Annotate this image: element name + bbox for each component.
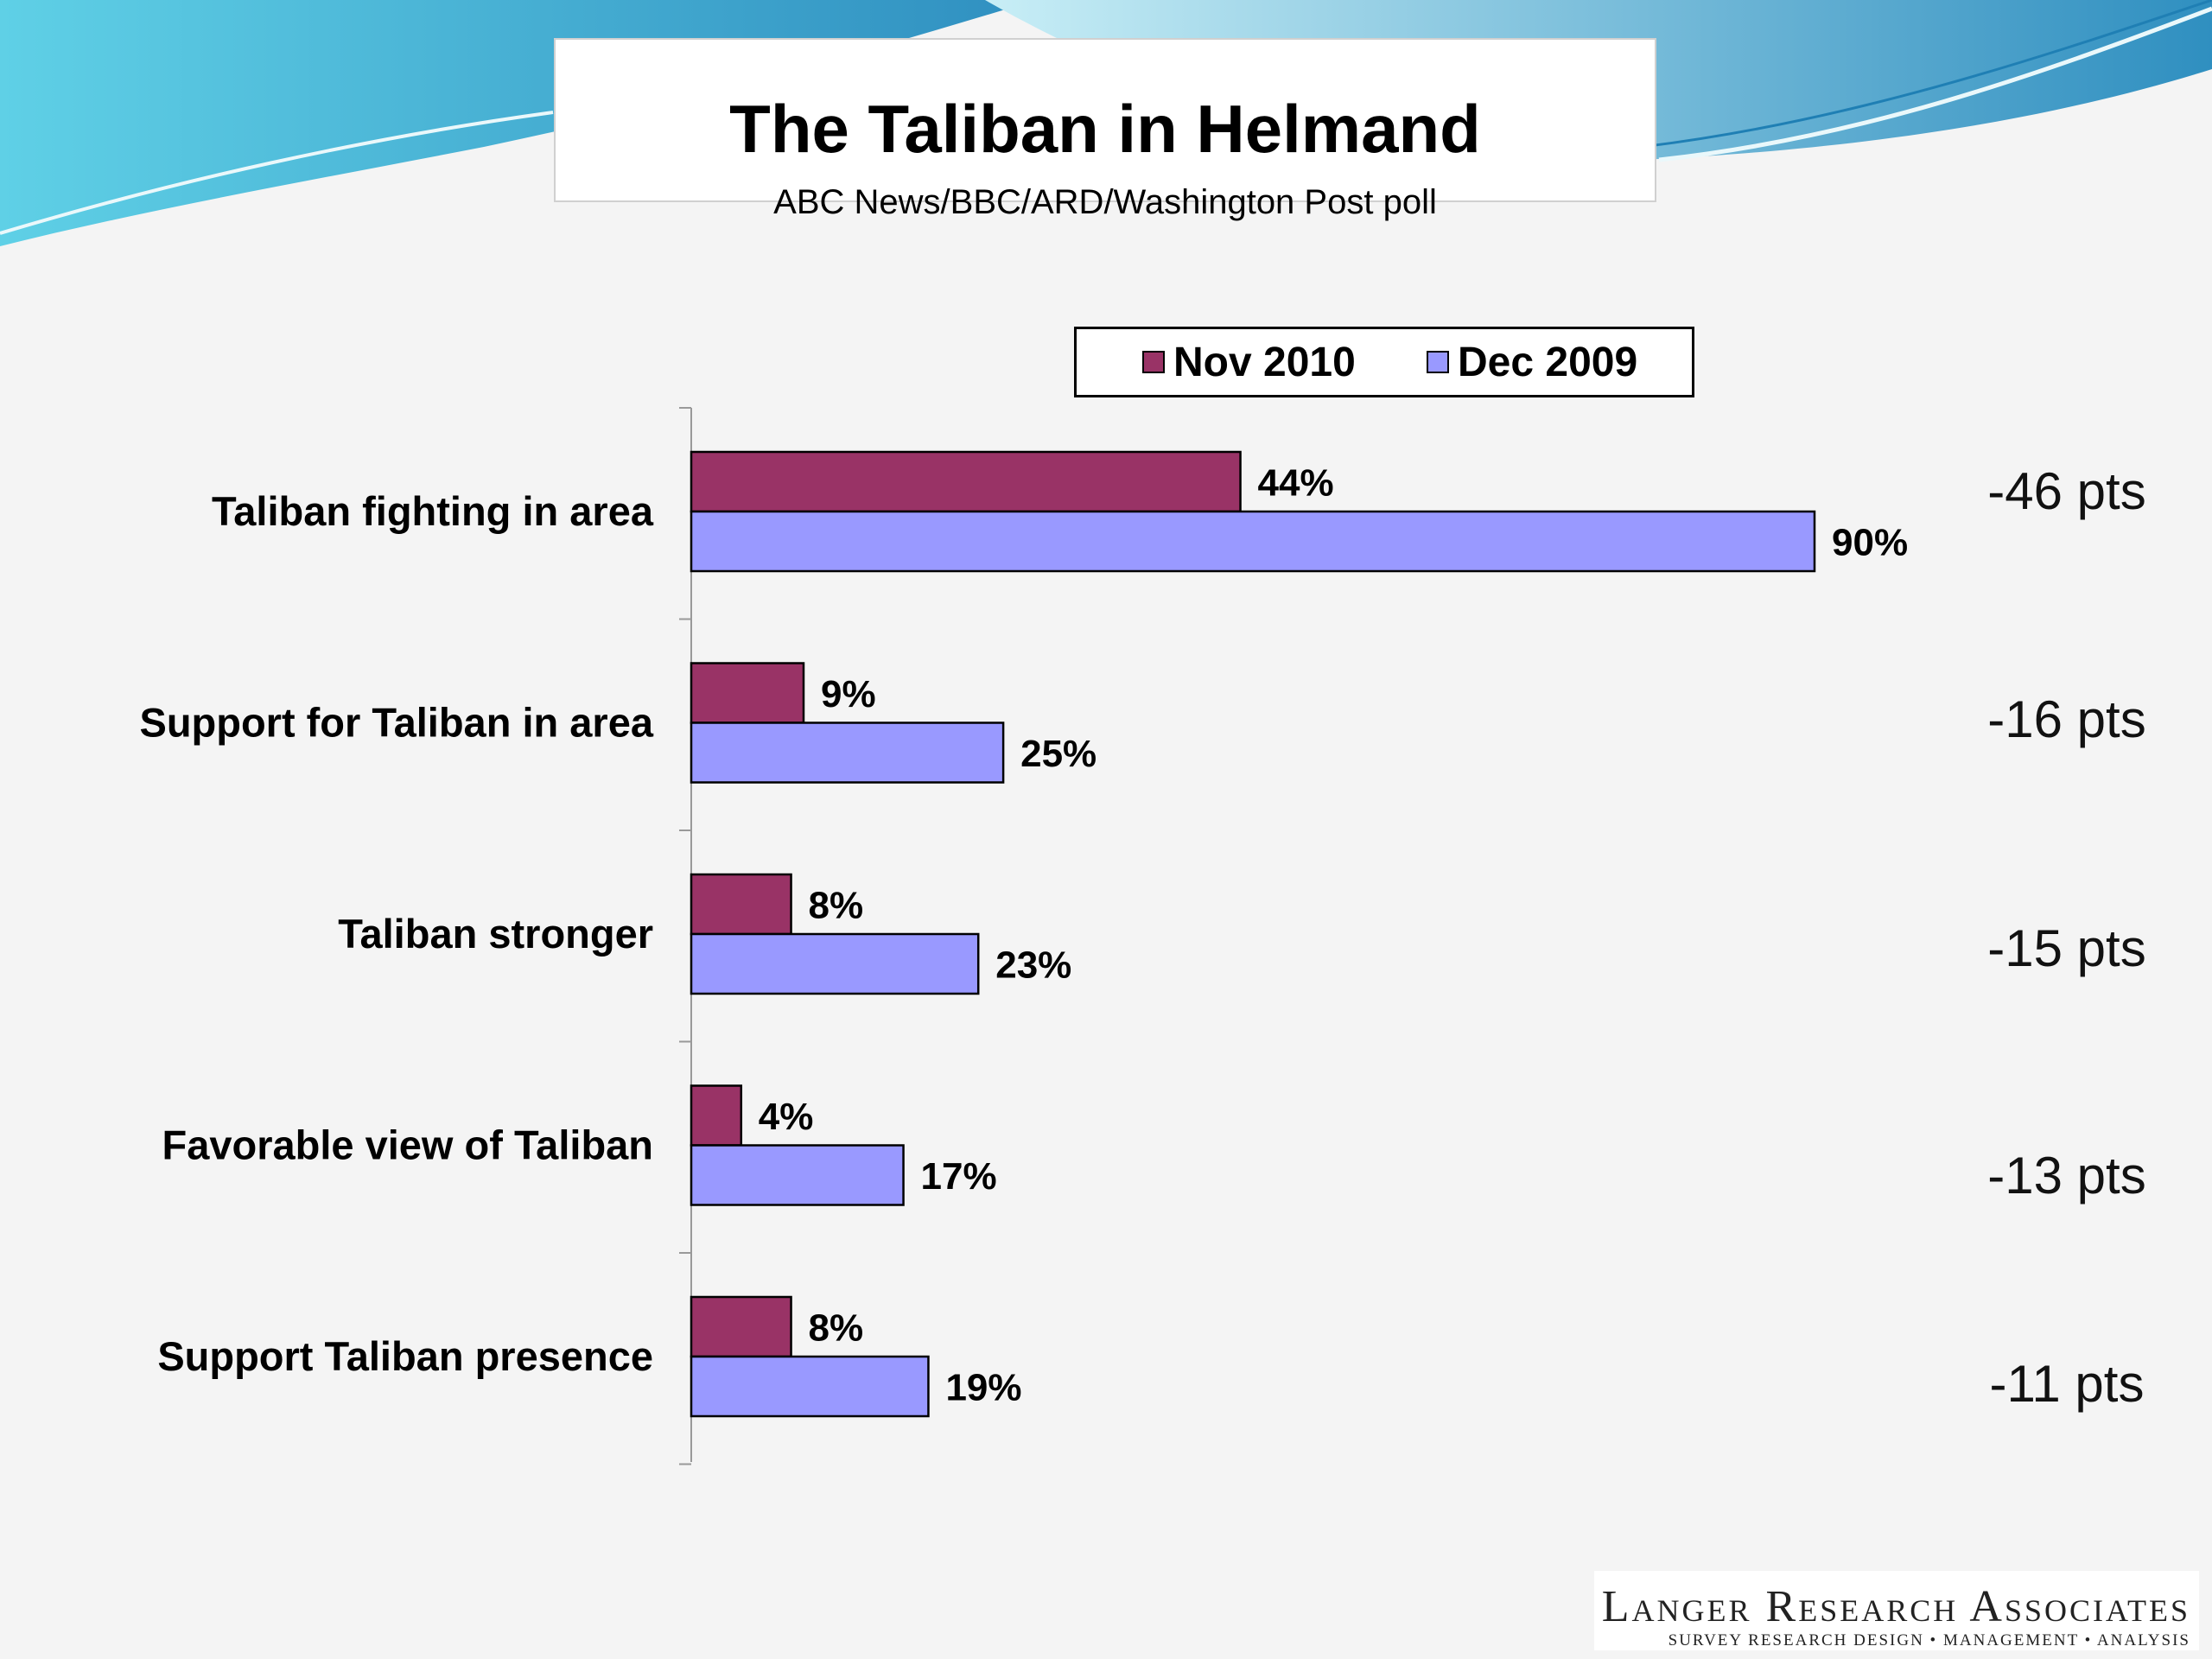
- chart-subtitle: ABC News/BBC/ARD/Washington Post poll: [773, 183, 1437, 221]
- data-label: 25%: [1020, 733, 1096, 775]
- difference-label: -11 pts: [1990, 1355, 2145, 1413]
- difference-label: -13 pts: [1987, 1147, 2145, 1205]
- legend-item-nov-2010: Nov 2010: [1142, 329, 1356, 395]
- logo-name: Langer Research Associates: [1601, 1582, 2190, 1631]
- data-label: 8%: [809, 1307, 864, 1350]
- bar-dec-2009: [690, 1144, 905, 1206]
- data-label: 44%: [1258, 462, 1334, 505]
- bar-dec-2009: [690, 510, 1816, 573]
- data-label: 9%: [821, 673, 876, 715]
- bar-nov-2010: [690, 1295, 792, 1358]
- difference-label: -15 pts: [1987, 919, 2145, 977]
- title-box: The Taliban in Helmand ABC News/BBC/ARD/…: [554, 38, 1656, 219]
- data-label: 8%: [809, 885, 864, 927]
- data-label: 23%: [995, 944, 1071, 987]
- data-label: 4%: [759, 1096, 814, 1138]
- legend: Nov 2010 Dec 2009: [1074, 327, 1694, 397]
- difference-label: -46 pts: [1987, 462, 2145, 520]
- category-label: Support Taliban presence: [157, 1333, 653, 1379]
- legend-label-dec-2009: Dec 2009: [1458, 339, 1638, 385]
- bar-dec-2009: [690, 1355, 930, 1418]
- legend-item-dec-2009: Dec 2009: [1427, 329, 1637, 395]
- bar-dec-2009: [690, 932, 980, 995]
- bar-nov-2010: [690, 873, 792, 936]
- langer-logo: Langer Research Associates SURVEY RESEAR…: [1594, 1571, 2199, 1650]
- difference-label: -16 pts: [1987, 690, 2145, 748]
- data-label: 19%: [945, 1367, 1021, 1409]
- bar-nov-2010: [690, 450, 1242, 513]
- legend-swatch-nov-2010: [1142, 351, 1165, 373]
- legend-label-nov-2010: Nov 2010: [1173, 339, 1356, 385]
- bar-nov-2010: [690, 662, 805, 724]
- bar-nov-2010: [690, 1084, 743, 1147]
- bar-dec-2009: [690, 721, 1005, 784]
- chart-title: The Taliban in Helmand: [729, 91, 1481, 167]
- category-label: Support for Taliban in area: [139, 700, 653, 746]
- logo-tagline: SURVEY RESEARCH DESIGN • MANAGEMENT • AN…: [1668, 1631, 2190, 1649]
- data-label: 90%: [1832, 522, 1908, 564]
- category-label: Taliban stronger: [338, 911, 653, 957]
- category-label: Taliban fighting in area: [212, 488, 654, 534]
- data-label: 17%: [921, 1155, 997, 1198]
- legend-swatch-dec-2009: [1427, 351, 1449, 373]
- category-label: Favorable view of Taliban: [162, 1122, 654, 1168]
